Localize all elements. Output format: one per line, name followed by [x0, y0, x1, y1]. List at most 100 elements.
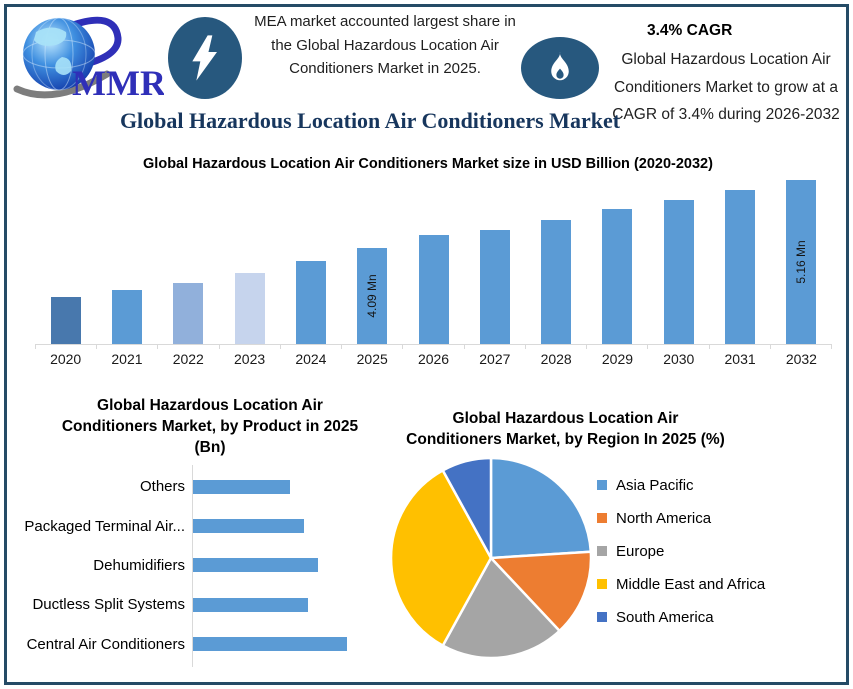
bar-2029 — [602, 209, 633, 344]
product-bar — [193, 558, 318, 573]
x-axis-label: 2032 — [785, 351, 817, 367]
bar-2021 — [111, 290, 142, 344]
x-axis-label: 2026 — [417, 351, 450, 367]
product-label: Dehumidifiers — [93, 556, 185, 574]
logo-swoosh-blue — [66, 16, 122, 68]
axis-tick — [771, 345, 833, 349]
mmr-logo: MMR — [13, 16, 164, 103]
product-row: Dehumidifiers — [20, 546, 390, 585]
x-axis-label: 2020 — [50, 351, 82, 367]
x-axis-label: 2029 — [601, 351, 634, 367]
x-axis-label: 2030 — [663, 351, 695, 367]
x-axis-label: 2028 — [540, 351, 572, 367]
region-chart-title: Global Hazardous Location Air Conditione… — [406, 410, 725, 448]
product-row: Others — [20, 467, 390, 506]
product-bar — [193, 519, 304, 534]
bar-2024 — [295, 261, 326, 344]
axis-tick — [97, 345, 159, 349]
pie-slice-europe — [441, 556, 561, 660]
legend-swatch — [597, 513, 607, 523]
legend-swatch — [597, 546, 607, 556]
x-axis-label: 2031 — [724, 351, 756, 367]
bar-2020 — [50, 297, 81, 344]
bar-2022 — [173, 283, 204, 344]
bar-slot — [96, 178, 157, 344]
x-axis-label: 2022 — [172, 351, 204, 367]
legend-label: Asia Pacific — [616, 476, 694, 494]
bar-2028 — [541, 220, 572, 344]
axis-tick — [158, 345, 220, 349]
page-title: Global Hazardous Location Air Conditione… — [119, 108, 621, 133]
x-axis — [35, 344, 833, 349]
region-pie-chart: Global Hazardous Location Air Conditione… — [375, 400, 840, 680]
legend-item: Europe — [597, 542, 765, 560]
product-label: Ductless Split Systems — [32, 596, 185, 614]
legend-item: Middle East and Africa — [597, 575, 765, 593]
region-pie — [389, 456, 593, 660]
bar-slot — [526, 178, 587, 344]
legend-label: Middle East and Africa — [616, 575, 766, 593]
flame-icon — [551, 51, 569, 81]
cagr-text: Global Hazardous Location Air Conditione… — [612, 51, 840, 123]
legend-label: North America — [616, 509, 712, 527]
product-row: Ductless Split Systems — [20, 585, 390, 624]
highlight-text: MEA market accounted largest share in th… — [254, 13, 516, 77]
bar-slot — [280, 178, 341, 344]
axis-tick — [342, 345, 404, 349]
bar-slot — [648, 178, 709, 344]
bar-2031 — [725, 190, 756, 344]
lightning-icon — [192, 35, 217, 81]
legend-swatch — [597, 480, 607, 490]
product-bar — [193, 479, 290, 494]
axis-tick — [220, 345, 281, 349]
bar-slot — [587, 178, 648, 344]
x-axis-label: 2024 — [295, 351, 327, 367]
bar-2023 — [234, 273, 265, 344]
axis-tick — [403, 345, 465, 349]
product-axis — [192, 465, 193, 667]
bar-2032: 5.16 Mn — [786, 180, 817, 344]
axis-tick — [587, 345, 649, 349]
bar-2026 — [418, 235, 449, 344]
market-size-chart: 4.09 Mn 5.16 Mn — [35, 178, 832, 344]
bar-value-label: 4.09 Mn — [365, 274, 380, 318]
bar-slot — [35, 178, 96, 344]
pie-slice-south-america — [441, 456, 493, 560]
legend-swatch — [597, 612, 607, 622]
product-label: Packaged Terminal Air... — [24, 517, 185, 535]
bar-slot — [464, 178, 525, 344]
x-axis-labels: 2020 2021 2022 2023 2024 2025 2026 2027 2028 2029… — [35, 351, 832, 367]
axis-tick — [36, 345, 98, 349]
logo-swoosh-gray — [13, 70, 111, 99]
bar-2025: 4.09 Mn — [357, 248, 388, 344]
cagr-block: 3.4% CAGR Global Hazardous Location Air … — [605, 22, 847, 129]
legend-label: South America — [616, 608, 714, 626]
bar-slot — [403, 178, 464, 344]
legend-item: North America — [597, 509, 765, 527]
product-label: Others — [139, 478, 185, 496]
x-axis-label: 2027 — [479, 351, 511, 367]
market-size-chart-title: Global Hazardous Location Air Conditione… — [143, 156, 713, 172]
bar-2027 — [479, 230, 510, 344]
cagr-headline: 3.4% CAGR — [647, 22, 733, 39]
product-label: Central Air Conditioners — [26, 635, 185, 653]
x-axis-label: 2021 — [111, 351, 143, 367]
bar-slot — [709, 178, 770, 344]
product-bar — [193, 597, 308, 612]
region-legend: Asia Pacific North America Europe Middle Ea… — [597, 476, 765, 626]
logo-text: MMR — [72, 63, 164, 103]
bar-slot: 4.09 Mn — [342, 178, 403, 344]
legend-label: Europe — [616, 542, 665, 560]
bar-2030 — [663, 200, 694, 344]
product-bar — [193, 637, 347, 652]
axis-tick — [465, 345, 526, 349]
x-axis-label: 2023 — [234, 351, 266, 367]
product-row: Central Air Conditioners — [20, 625, 390, 664]
axis-tick — [526, 345, 588, 349]
axis-tick — [710, 345, 771, 349]
legend-item: South America — [597, 608, 765, 626]
x-axis-label: 2025 — [356, 351, 388, 367]
pie-slice-asia-pacific — [489, 456, 593, 560]
product-chart-title: Global Hazardous Location Air Conditione… — [61, 397, 359, 456]
